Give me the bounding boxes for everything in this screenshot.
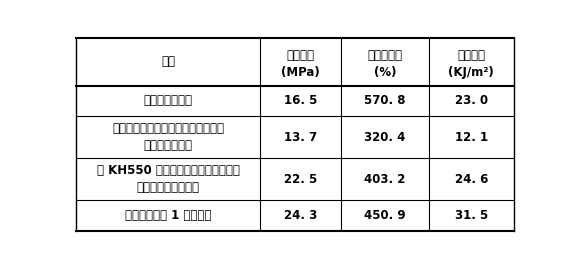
- Text: 试样: 试样: [161, 55, 175, 68]
- Text: 403. 2: 403. 2: [364, 173, 406, 186]
- Text: 拉伸强度: 拉伸强度: [287, 49, 314, 63]
- Text: 断裂伸长率: 断裂伸长率: [367, 49, 403, 63]
- Text: 23. 0: 23. 0: [454, 94, 488, 107]
- Text: 24. 6: 24. 6: [454, 173, 488, 186]
- Text: 13. 7: 13. 7: [284, 131, 317, 144]
- Text: 31. 5: 31. 5: [454, 209, 488, 222]
- Text: 本发明实施例 1 复合材料: 本发明实施例 1 复合材料: [125, 209, 211, 222]
- Text: 聚四氟乙烯基材: 聚四氟乙烯基材: [144, 94, 193, 107]
- Text: (%): (%): [374, 66, 396, 79]
- Text: 经 KH550 表面改性的纳米氧化锌填充
聚四氟乙烯复合材料: 经 KH550 表面改性的纳米氧化锌填充 聚四氟乙烯复合材料: [97, 164, 240, 194]
- Text: 冲击强度: 冲击强度: [457, 49, 486, 63]
- Text: (KJ/m²): (KJ/m²): [448, 66, 494, 79]
- Text: 12. 1: 12. 1: [454, 131, 488, 144]
- Text: 450. 9: 450. 9: [364, 209, 406, 222]
- Text: 22. 5: 22. 5: [284, 173, 317, 186]
- Text: 未经表面改性的纳米氧化锌填充聚四
氟乙烯复合材料: 未经表面改性的纳米氧化锌填充聚四 氟乙烯复合材料: [112, 122, 224, 152]
- Text: 16. 5: 16. 5: [284, 94, 317, 107]
- Text: 570. 8: 570. 8: [364, 94, 406, 107]
- Text: (MPa): (MPa): [281, 66, 320, 79]
- Text: 24. 3: 24. 3: [284, 209, 317, 222]
- Text: 320. 4: 320. 4: [364, 131, 406, 144]
